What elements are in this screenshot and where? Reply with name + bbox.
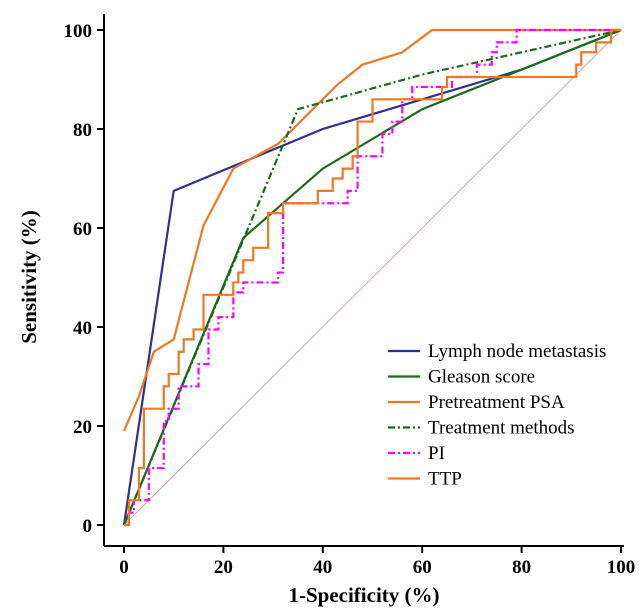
y-tick-label: 20	[73, 417, 92, 438]
legend-label-gleason-score: Gleason score	[428, 367, 535, 388]
reference-diagonal	[123, 29, 622, 526]
x-tick-label: 20	[214, 557, 233, 578]
y-tick-label: 100	[64, 21, 93, 42]
y-tick-label: 0	[83, 516, 93, 537]
legend-label-lymph-node-metastasis: Lymph node metastasis	[428, 341, 606, 362]
legend-label-treatment-methods: Treatment methods	[428, 418, 575, 439]
legend-label-pi: PI	[428, 443, 445, 464]
y-tick-label: 60	[73, 219, 92, 240]
x-tick-label: 80	[512, 557, 531, 578]
series-line-treatment-methods	[122, 28, 622, 526]
y-tick-label: 40	[73, 318, 92, 339]
x-tick-label: 100	[607, 557, 636, 578]
axes	[103, 14, 624, 547]
plot-area	[122, 28, 622, 527]
y-tick-label: 80	[73, 120, 92, 141]
x-tick-label: 40	[313, 557, 332, 578]
legend-label-pretreatment-psa: Pretreatment PSA	[428, 392, 565, 413]
y-axis-title: Sensitivity (%)	[17, 210, 41, 344]
legend-label-ttp: TTP	[428, 469, 462, 490]
series-line-pretreatment-psa	[122, 28, 621, 432]
legend: Lymph node metastasis Gleason score Pretre…	[388, 341, 606, 490]
series-line-ttp	[124, 28, 621, 527]
ticks: 0 20 40 60 80 100 0 20 40 60 80 100	[64, 21, 636, 578]
x-axis-title: 1-Specificity (%)	[288, 583, 439, 607]
x-tick-label: 60	[413, 557, 432, 578]
x-tick-label: 0	[119, 557, 129, 578]
